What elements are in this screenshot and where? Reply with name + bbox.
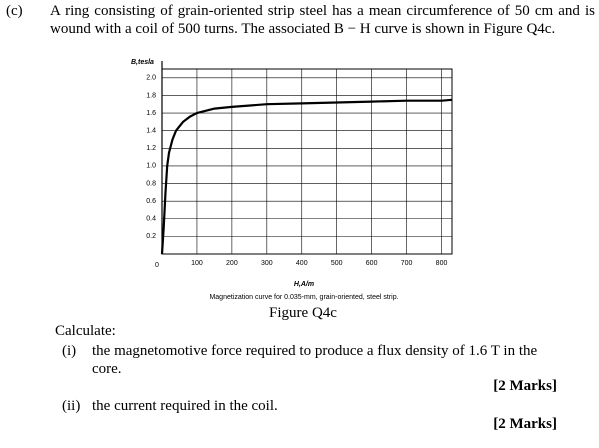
caption: Magnetization curve for 0.035-mm, grain-… xyxy=(209,294,398,301)
part-text: the current required in the coil. xyxy=(92,398,278,414)
y-axis-label: B,tesla xyxy=(131,59,154,66)
part-label: (i) xyxy=(62,343,77,359)
y-tick-label: 0.2 xyxy=(146,233,156,240)
y-tick-label: 1.4 xyxy=(146,128,156,135)
y-tick-label: 1.6 xyxy=(146,110,156,117)
bh-curve xyxy=(160,98,453,255)
marks: [2 Marks] xyxy=(493,416,557,432)
x-tick-label: 100 xyxy=(191,260,203,267)
marks: [2 Marks] xyxy=(493,378,557,394)
x-axis-label: H,A/m xyxy=(294,281,314,288)
calculate: Calculate: xyxy=(55,323,116,339)
plot-frame xyxy=(161,68,453,255)
y-tick-label: 2.0 xyxy=(146,75,156,82)
y-tick-label: 0.8 xyxy=(146,180,156,187)
x-tick-label: 500 xyxy=(331,260,343,267)
question-label: (c) xyxy=(6,3,23,19)
y-tick-label: 1.0 xyxy=(146,163,156,170)
y-tick-label: 0.4 xyxy=(146,216,156,223)
question-text: A ring consisting of grain-oriented stri… xyxy=(50,3,595,37)
x-tick-label: 700 xyxy=(401,260,413,267)
x-tick-label: 200 xyxy=(226,260,238,267)
figure-label: Figure Q4c xyxy=(269,305,337,321)
x-tick-label: 400 xyxy=(296,260,308,267)
x-tick-label: 800 xyxy=(436,260,448,267)
y-tick-label: 1.8 xyxy=(146,92,156,99)
part-label: (ii) xyxy=(62,398,81,414)
y-tick-label: 0.6 xyxy=(146,198,156,205)
x-tick-label: 0 xyxy=(155,262,159,269)
y-tick-label: 1.2 xyxy=(146,145,156,152)
x-tick-label: 300 xyxy=(261,260,273,267)
x-tick-label: 600 xyxy=(366,260,378,267)
part-text: the magnetomotive force required to prod… xyxy=(92,343,538,377)
